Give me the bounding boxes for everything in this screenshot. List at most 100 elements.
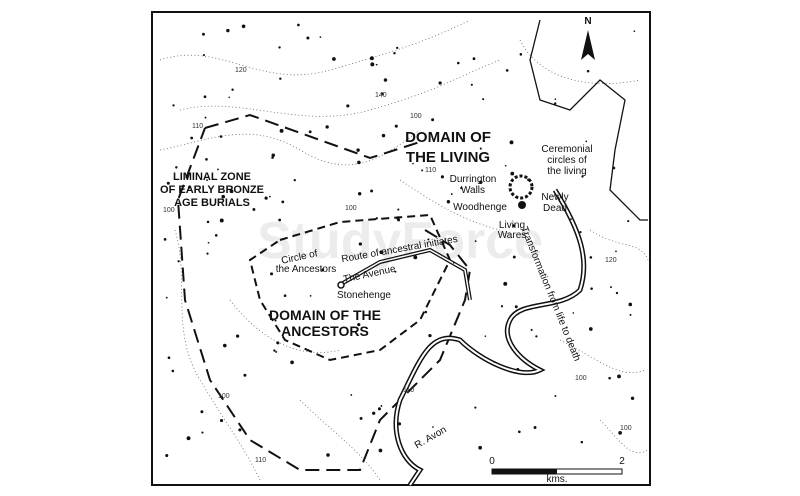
barrow-dot bbox=[221, 194, 226, 199]
contour-label: 140 bbox=[375, 92, 387, 99]
barrow-dot bbox=[379, 250, 384, 255]
woodhenge-label: Woodhenge bbox=[453, 202, 507, 213]
contour-label: 100 bbox=[410, 113, 422, 120]
barrow-dot bbox=[378, 448, 383, 453]
woodhenge-marker bbox=[518, 201, 526, 209]
barrow-dot bbox=[241, 24, 246, 29]
barrow-dot bbox=[474, 240, 477, 243]
barrow-dot bbox=[356, 148, 360, 152]
barrow-dot bbox=[579, 231, 582, 234]
barrow-dot bbox=[293, 178, 296, 182]
barrow-dot bbox=[530, 328, 533, 331]
barrow-dot bbox=[519, 53, 523, 56]
barrow-dot bbox=[432, 426, 434, 428]
barrow-dot bbox=[456, 61, 460, 65]
barrow-dot bbox=[628, 302, 633, 307]
newly-dead-label: Dead bbox=[543, 203, 567, 214]
barrow-dot bbox=[533, 426, 537, 429]
barrow-dot bbox=[166, 181, 170, 185]
barrow-dot bbox=[372, 411, 376, 415]
liminal-label: AGE BURIALS bbox=[174, 197, 250, 209]
barrow-dot bbox=[630, 396, 635, 400]
barrow-dot bbox=[326, 453, 330, 457]
barrow-dot bbox=[375, 217, 378, 220]
barrow-dot bbox=[269, 195, 271, 198]
barrow-dot bbox=[479, 147, 482, 150]
barrow-dot bbox=[206, 220, 210, 224]
contour-label: 100 bbox=[345, 205, 357, 212]
barrow-dot bbox=[357, 323, 361, 327]
barrow-dot bbox=[554, 395, 557, 397]
barrow-dot bbox=[482, 98, 485, 101]
circle-ancestors-label: the Ancestors bbox=[276, 264, 337, 275]
barrow-dot bbox=[275, 350, 278, 353]
domain-ancestors: ANCESTORS bbox=[281, 323, 369, 339]
barrow-dot bbox=[175, 166, 178, 169]
barrow-dot bbox=[238, 428, 242, 432]
barrow-dot bbox=[394, 270, 397, 273]
river-inner bbox=[395, 189, 585, 486]
scale-label: 0 bbox=[489, 456, 495, 467]
barrow-dot bbox=[460, 186, 463, 190]
contour-label: 100 bbox=[218, 393, 230, 400]
barrow-dot bbox=[633, 30, 636, 33]
barrow-dot bbox=[202, 54, 205, 57]
barrow-dot bbox=[228, 96, 231, 99]
map-frame bbox=[151, 11, 651, 486]
barrow-dot bbox=[276, 341, 280, 345]
barrow-dot bbox=[321, 268, 325, 272]
barrow-dot bbox=[201, 431, 204, 434]
barrow-dot bbox=[358, 242, 363, 246]
barrow-dot bbox=[219, 218, 224, 223]
ceremonial-label: the living bbox=[547, 166, 586, 177]
barrow-dot bbox=[580, 440, 584, 444]
barrow-dot bbox=[205, 157, 208, 161]
barrow-dot bbox=[478, 445, 483, 450]
terrain-edge bbox=[529, 19, 648, 221]
ceremonial-label: circles of bbox=[547, 155, 587, 166]
barrow-dot bbox=[535, 335, 538, 338]
barrow-dot bbox=[618, 430, 622, 435]
barrow-dot bbox=[516, 367, 520, 371]
barrow-dot bbox=[229, 189, 234, 194]
barrow-dot bbox=[222, 343, 227, 348]
barrow-dot bbox=[219, 418, 224, 423]
domain-living: THE LIVING bbox=[406, 149, 490, 166]
barrow-dot bbox=[397, 218, 401, 222]
barrow-dot bbox=[505, 69, 509, 72]
contour-label: 110 bbox=[403, 387, 414, 394]
barrow-dot bbox=[165, 453, 169, 458]
contour-label: 100 bbox=[575, 375, 587, 382]
barrow-dot bbox=[163, 238, 167, 241]
contour-label: 110 bbox=[255, 457, 266, 464]
barrow-dot bbox=[187, 186, 191, 189]
durrington-label: Walls bbox=[461, 185, 485, 196]
barrow-dot bbox=[271, 156, 274, 159]
stonehenge-label: Stonehenge bbox=[337, 290, 391, 301]
north-label: N bbox=[584, 16, 591, 27]
barrow-dot bbox=[527, 178, 530, 181]
barrow-dot bbox=[586, 69, 590, 73]
barrow-dot bbox=[281, 200, 285, 204]
barrow-dot bbox=[369, 56, 374, 61]
barrow-dot bbox=[472, 57, 476, 61]
barrow-dot bbox=[243, 373, 247, 377]
barrow-dot bbox=[308, 130, 312, 134]
barrow-dot bbox=[357, 191, 362, 196]
barrow-dot bbox=[617, 374, 621, 379]
barrow-dot bbox=[278, 46, 281, 49]
barrow-dot bbox=[206, 179, 208, 182]
barrow-dot bbox=[270, 272, 274, 276]
barrow-dot bbox=[572, 312, 575, 314]
barrow-dot bbox=[380, 404, 383, 407]
barrow-dot bbox=[167, 356, 171, 360]
contour-label: 100 bbox=[620, 425, 632, 432]
barrow-dot bbox=[219, 135, 223, 138]
barrow-dot bbox=[332, 57, 336, 61]
barrow-dot bbox=[615, 250, 617, 253]
barrow-dot bbox=[283, 294, 287, 298]
barrow-dot bbox=[177, 260, 180, 263]
barrow-dot bbox=[207, 241, 210, 244]
barrow-dot bbox=[200, 410, 204, 414]
